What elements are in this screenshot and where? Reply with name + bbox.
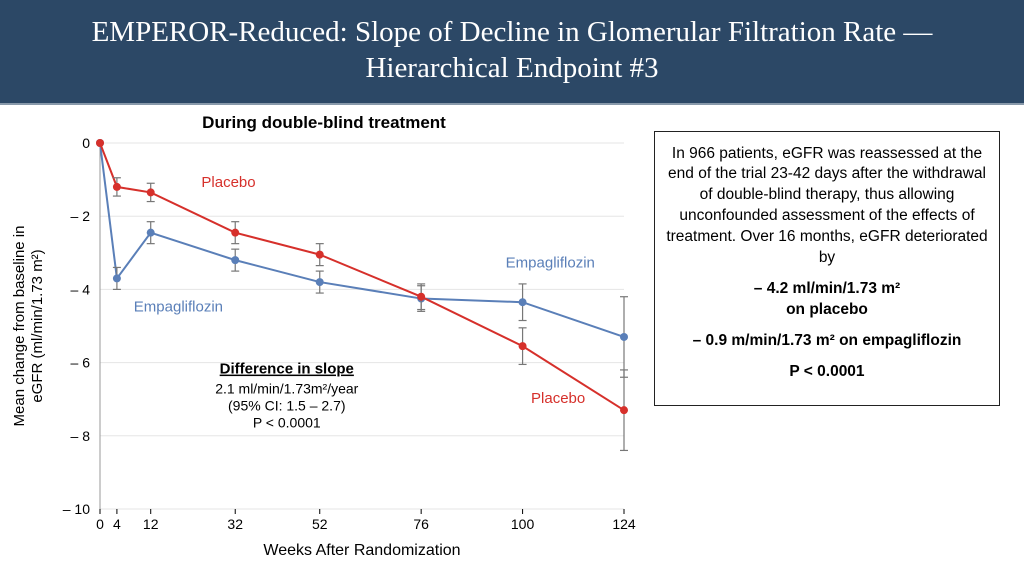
chart-column: During double-blind treatment 0 – 2 – 4 – 6… <box>4 113 644 575</box>
egfr-line-chart: 0– 2– 4– 6– 8– 100412325276100124Weeks A… <box>4 135 644 565</box>
info-box: In 966 patients, eGFR was reassessed at … <box>654 131 1000 406</box>
content-row: During double-blind treatment 0 – 2 – 4 – 6… <box>0 105 1024 575</box>
svg-text:0: 0 <box>96 516 104 532</box>
svg-text:124: 124 <box>612 516 636 532</box>
info-paragraph: In 966 patients, eGFR was reassessed at … <box>665 144 989 270</box>
svg-text:– 8: – 8 <box>71 427 91 443</box>
svg-text:– 10: – 10 <box>63 501 90 517</box>
empagliflozin-value: – 0.9 m/min/1.73 m² on empagliflozin <box>665 331 989 352</box>
slide-header: EMPEROR-Reduced: Slope of Decline in Glo… <box>0 0 1024 105</box>
svg-text:Weeks After Randomization: Weeks After Randomization <box>263 542 460 559</box>
p-value: P < 0.0001 <box>665 362 989 383</box>
svg-text:52: 52 <box>312 516 328 532</box>
svg-text:– 4: – 4 <box>71 281 91 297</box>
svg-text:4: 4 <box>113 516 121 532</box>
svg-text:0: 0 <box>82 135 90 151</box>
svg-text:(95% CI: 1.5 – 2.7): (95% CI: 1.5 – 2.7) <box>228 397 346 413</box>
svg-text:Mean change from baseline ineG: Mean change from baseline ineGFR (ml/min… <box>11 225 46 426</box>
svg-text:2.1 ml/min/1.73m²/year: 2.1 ml/min/1.73m²/year <box>215 380 358 396</box>
svg-text:76: 76 <box>413 516 429 532</box>
svg-text:– 6: – 6 <box>71 354 91 370</box>
chart-title: During double-blind treatment <box>4 113 644 133</box>
svg-text:P < 0.0001: P < 0.0001 <box>253 414 321 430</box>
svg-text:Empagliflozin: Empagliflozin <box>506 254 595 271</box>
info-column: In 966 patients, eGFR was reassessed at … <box>644 113 1006 575</box>
svg-text:Placebo: Placebo <box>201 173 255 190</box>
svg-text:32: 32 <box>227 516 243 532</box>
svg-text:100: 100 <box>511 516 535 532</box>
svg-text:Empagliflozin: Empagliflozin <box>134 298 223 315</box>
svg-text:Difference in slope: Difference in slope <box>220 360 354 377</box>
svg-text:Placebo: Placebo <box>531 389 585 406</box>
slide-title: EMPEROR-Reduced: Slope of Decline in Glo… <box>92 16 933 84</box>
svg-text:12: 12 <box>143 516 159 532</box>
svg-text:– 2: – 2 <box>71 208 91 224</box>
placebo-value: – 4.2 ml/min/1.73 m² on placebo <box>665 279 989 321</box>
